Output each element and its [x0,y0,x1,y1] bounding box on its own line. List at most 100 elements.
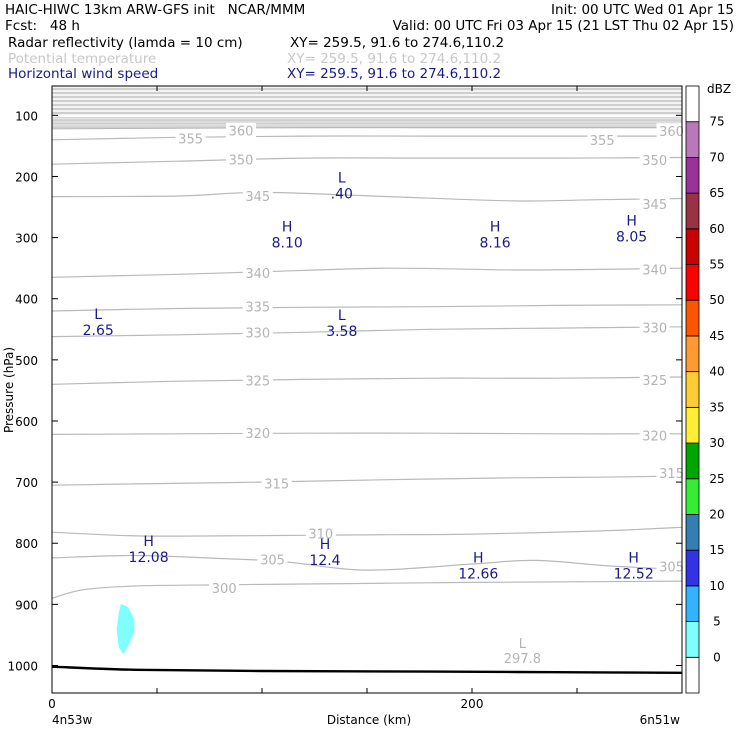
theta-contour-305 [51,554,683,571]
theta-label-bg [639,427,670,443]
theta-label-bg [226,151,256,167]
theta-label-bg [639,151,670,167]
field-name-theta: Potential temperature [8,51,157,67]
theta-label-305: 305 [659,560,684,575]
theta-min-marker: L [519,637,527,652]
x-endpoint-right: 6n51w [640,713,681,727]
colorbar-swatch [685,406,700,444]
theta-label-315: 315 [264,477,289,492]
theta-label-335: 335 [245,301,270,316]
x-tick-label: 200 [461,697,484,711]
theta-label-355: 355 [590,134,615,149]
field-xy-reflectivity: XY= 259.5, 91.6 to 274.6,110.2 [290,35,505,51]
theta-contour-340 [51,267,683,278]
colorbar-swatch [685,371,700,408]
wind-extremum-value: 8.05 [616,229,647,245]
colorbar-level-label: 30 [709,436,724,450]
colorbar-level-label: 0 [713,650,721,664]
axes: 100 200 300 400 500 600 700 800 900 1000 0 200 [7,86,683,711]
colorbar-level-label: 5 [713,615,721,629]
y-axis-label: Pressure (hPa) [2,347,16,433]
field-name-wind: Horizontal wind speed [8,66,159,82]
x-tick-label: 0 [48,697,56,711]
theta-label-bg [305,525,336,541]
theta-label-320: 320 [642,430,667,445]
colorbar-level-label: 75 [709,115,724,129]
theta-label-bg [639,319,670,335]
colorbar-swatch [685,228,700,265]
y-tick-label: 700 [15,476,38,490]
theta-min-value: 297.8 [504,652,541,667]
theta-label-315: 315 [659,467,684,482]
wind-extremum-marker: L [338,170,346,186]
colorbar-swatch [685,514,700,551]
colorbar-swatch [685,157,700,194]
theta-label-320: 320 [245,427,270,442]
y-tick-label: 400 [15,293,38,307]
theta-label-bg [639,261,670,277]
colorbar-level-label: 10 [709,579,724,593]
colorbar-level-label: 60 [709,222,724,236]
theta-label-bg [242,298,273,314]
theta-label-350: 350 [229,153,254,168]
terrain-surface [51,665,683,674]
field-xy-wind: XY= 259.5, 91.6 to 274.6,110.2 [287,66,502,82]
theta-label-bg [261,475,292,491]
theta-label-345: 345 [642,198,667,213]
theta-label-bg [656,558,687,574]
theta-label-350: 350 [642,154,667,169]
colorbar-swatch [685,549,700,587]
wind-extremum-marker: L [338,308,346,324]
theta-label-360: 360 [659,125,684,140]
y-tick-label: 900 [15,598,38,612]
theta-contour-350 [51,156,683,165]
theta-label-300: 300 [212,582,237,597]
reflectivity-cells [116,603,135,655]
theta-contour-325 [51,376,683,385]
y-tick-label: 500 [15,354,38,368]
wind-extremum-value: 12.52 [614,567,654,583]
colorbar-swatch [685,192,700,230]
wind-extremum-marker: H [143,534,154,550]
colorbar-level-label: 65 [709,186,724,200]
wind-extremum-marker: H [626,213,637,229]
theta-label-bg [242,372,273,388]
theta-label-bg [639,372,670,388]
theta-label-bg [587,131,618,147]
forecast-hour: Fcst: 48 h [5,18,80,34]
theta-label-305: 305 [260,554,285,569]
wind-extremum-marker: H [282,219,293,235]
x-axis-label: Distance (km) [327,713,411,727]
wind-extremum-value: 12.4 [309,553,340,569]
wind-extrema-labels: L.40H8.10H8.16H8.05L2.65L3.58H12.08H12.4… [83,170,654,582]
reflectivity-colorbar: 0 5 10 15 20 25 30 35 40 45 50 55 60 65 70 75 [685,85,725,694]
theta-label-355: 355 [178,133,203,148]
theta-contour-315 [51,475,683,486]
colorbar-level-label: 25 [709,472,724,486]
wind-extremum-value: 12.08 [129,550,169,566]
theta-label-bg [257,551,288,567]
theta-contour-335 [51,304,683,312]
wind-extremum-marker: H [490,219,501,235]
colorbar-swatch [685,656,700,694]
y-tick-label: 200 [15,170,38,184]
colorbar-swatch [685,585,700,622]
theta-label-bg [656,123,687,139]
theta-label-bg [656,464,687,480]
wind-extremum-value: .40 [331,186,353,202]
colorbar-level-label: 55 [709,258,724,272]
colorbar-unit: dBZ [707,82,731,96]
theta-contour-300 [51,580,683,599]
wind-extremum-marker: L [94,307,102,323]
wind-extremum-value: 8.10 [272,235,303,251]
colorbar-level-label: 15 [709,543,724,557]
theta-label-325: 325 [642,374,667,389]
theta-label-bg [242,425,273,441]
y-tick-label: 600 [15,415,38,429]
wind-extremum-value: 3.58 [326,324,357,340]
theta-contours: 300 305 305 310 315 315 320 320 325 325 330 330 335 3… [51,117,687,667]
colorbar-level-label: 50 [709,293,724,307]
wind-extremum-marker: H [320,537,331,553]
field-xy-theta: XY= 259.5, 91.6 to 274.6,110.2 [287,51,502,67]
